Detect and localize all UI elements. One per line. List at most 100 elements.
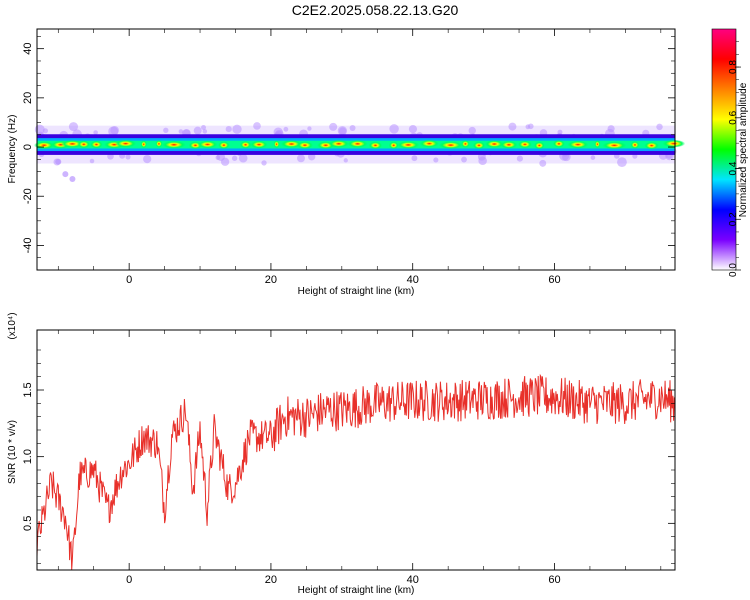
heatmap-peak-blob xyxy=(552,139,565,148)
heatmap-speckle xyxy=(349,125,356,131)
y-tick-label: 1.5 xyxy=(22,382,34,397)
x-tick-label: 20 xyxy=(265,274,277,286)
heatmap-speckle xyxy=(193,126,202,135)
heatmap-peak-blob xyxy=(115,139,137,148)
colorbar-tick-label: 0.2 xyxy=(728,212,739,226)
heatmap-peak-blob xyxy=(397,141,420,149)
colorbar-tick-label: 0.0 xyxy=(728,263,739,277)
y-tick-label: 40 xyxy=(22,43,34,55)
spectrogram-panel: 0 20 40 60 40 20 0 -20 -40 Height of straight li… xyxy=(7,28,686,297)
heatmap-speckle xyxy=(478,156,487,166)
snr-series-line xyxy=(36,373,676,571)
colorbar-frame xyxy=(711,28,737,271)
heatmap-peak-blob xyxy=(197,140,218,149)
x-tick-label: 0 xyxy=(126,574,132,586)
snr-tick-labels: 0 20 40 60 0.5 1.0 1.5 xyxy=(22,382,561,586)
heatmap-peak-blob xyxy=(347,139,368,148)
colorbar-label: Normalized spectral amplitude xyxy=(738,82,749,217)
heatmap-peak-blob xyxy=(388,141,399,150)
heatmap-peak-blob xyxy=(567,140,589,149)
snr-frame xyxy=(36,329,676,571)
heatmap-speckle xyxy=(590,155,596,160)
heatmap-speckle xyxy=(202,129,208,134)
heatmap-speckle xyxy=(283,126,289,132)
spectrogram-tick-labels: 0 20 40 60 40 20 0 -20 -40 xyxy=(22,43,561,286)
heatmap-speckle xyxy=(411,155,418,162)
heatmap-outlier-point xyxy=(69,176,76,183)
heatmap-speckle xyxy=(125,154,131,160)
heatmap-speckle xyxy=(93,130,98,135)
x-tick-label: 0 xyxy=(126,274,132,286)
y-tick-label: 0.5 xyxy=(22,516,34,531)
y-tick-label: -20 xyxy=(22,188,34,204)
heatmap-peak-blob xyxy=(239,140,252,149)
heatmap-peak-blob xyxy=(534,141,545,150)
heatmap-speckle xyxy=(617,157,627,168)
heatmap-speckle xyxy=(307,126,312,131)
heatmap-peak-blob xyxy=(368,141,383,150)
colorbar-bar xyxy=(712,29,736,270)
heatmap-speckle xyxy=(201,125,206,130)
x-tick-label: 60 xyxy=(548,274,560,286)
heatmap-peak-blob xyxy=(162,140,186,149)
colorbar: 0.0 0.2 0.4 0.6 0.8 Normalized spectral ampl… xyxy=(711,28,749,277)
heatmap-speckle xyxy=(516,155,523,162)
heatmap-outlier-point xyxy=(55,158,62,165)
heatmap-speckle xyxy=(89,158,95,164)
heatmap-speckle xyxy=(253,122,261,130)
snr-x-axis-label: Height of straight line (km) xyxy=(298,585,415,596)
heatmap-peak-blob xyxy=(644,141,659,150)
heatmap-speckle xyxy=(308,153,316,161)
heatmap-layer xyxy=(33,122,686,183)
heatmap-peak-blob xyxy=(484,140,504,148)
y-tick-label: 1.0 xyxy=(22,449,34,464)
heatmap-speckle xyxy=(163,127,169,133)
x-tick-label: 40 xyxy=(407,274,419,286)
heatmap-peak-blob xyxy=(630,141,640,149)
heatmap-speckle xyxy=(461,156,467,163)
heatmap-speckle xyxy=(108,126,119,137)
heatmap-peak-blob xyxy=(250,140,268,149)
snr-axis-ticks xyxy=(37,330,675,570)
heatmap-peak-blob xyxy=(280,140,303,148)
spectrogram-y-axis-label: Frequency (Hz) xyxy=(7,115,18,184)
heatmap-speckle xyxy=(232,124,242,134)
heatmap-speckle xyxy=(408,125,418,134)
spectrogram-x-axis-label: Height of straight line (km) xyxy=(298,286,415,297)
y-tick-label: -40 xyxy=(22,237,34,253)
heatmap-speckle xyxy=(508,122,517,131)
heatmap-peak-blob xyxy=(155,139,163,148)
heatmap-peak-blob xyxy=(140,140,148,149)
heatmap-speckle xyxy=(231,155,238,161)
heatmap-speckle xyxy=(143,154,152,164)
heatmap-speckle xyxy=(178,129,184,134)
heatmap-speckle xyxy=(339,127,347,135)
x-tick-label: 40 xyxy=(407,574,419,586)
heatmap-peak-blob xyxy=(500,140,518,149)
y-tick-label: 0 xyxy=(22,144,34,150)
colorbar-tick-label: 0.4 xyxy=(728,161,739,175)
x-tick-label: 60 xyxy=(548,574,560,586)
colorbar-tick-label: 0.8 xyxy=(728,60,739,74)
heatmap-peak-blob xyxy=(328,139,350,148)
heatmap-speckle xyxy=(468,126,476,135)
snr-scale-note: (x10⁴) xyxy=(7,312,18,339)
heatmap-peak-blob xyxy=(472,141,486,150)
heatmap-speckle xyxy=(215,155,221,160)
heatmap-peak-blob xyxy=(218,141,230,150)
heatmap-speckle xyxy=(42,128,49,134)
heatmap-peak-blob xyxy=(517,140,532,149)
heatmap-peak-blob xyxy=(296,141,314,150)
heatmap-outlier-point xyxy=(62,171,69,178)
spectrogram-frame xyxy=(36,28,676,271)
y-tick-label: 20 xyxy=(22,92,34,104)
heatmap-peak-blob xyxy=(77,140,91,149)
heatmap-speckle xyxy=(527,123,534,130)
colorbar-ticks: 0.0 0.2 0.4 0.6 0.8 xyxy=(728,41,741,277)
heatmap-speckle xyxy=(433,157,439,163)
heatmap-speckle xyxy=(225,126,232,133)
heatmap-peak-blob xyxy=(438,141,463,149)
x-tick-label: 20 xyxy=(265,574,277,586)
snr-y-axis-label: SNR (10 * v/v) xyxy=(7,420,18,484)
heatmap-peak-blob xyxy=(90,140,103,149)
